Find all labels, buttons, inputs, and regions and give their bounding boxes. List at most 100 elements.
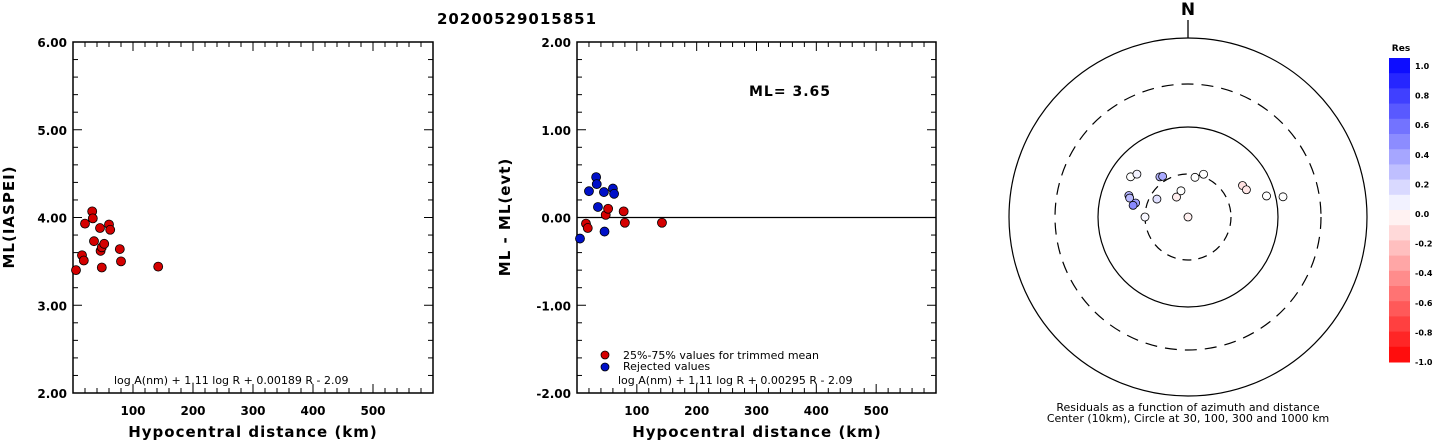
left-data-point [87,213,98,224]
left-data-point [153,261,164,272]
left-data-point [71,265,81,276]
left-data-point [116,256,126,267]
polar-caption-1: Residuals as a function of azimuth and d… [1056,401,1319,414]
rejected-point [609,188,619,199]
polar-caption-2: Center (10km), Circle at 30, 100, 300 an… [1047,412,1329,425]
left-data-point [99,238,110,249]
middle-xtick-label: 100 [624,404,649,418]
ring-1000km [1008,37,1368,397]
middle-ylabel: ML - ML(evt) [496,158,514,276]
colorbar-tick-label: -1.0 [1415,358,1433,367]
left-data-point [78,255,89,266]
used-point [603,203,614,214]
colorbar-cell [1389,73,1410,89]
colorbar-cell [1389,164,1410,181]
north-label: N [1181,0,1195,20]
left-panel: 100 200 300 400 500 2.00 3.00 4.00 5.00 6.00 log … [0,36,434,441]
polar-residual-point [1242,185,1251,195]
middle-ytick-label: -1.00 [536,299,571,313]
colorbar-cell [1389,286,1410,302]
ml-value-text: ML= 3.65 [749,84,831,100]
left-tick-group: 100 200 300 400 500 2.00 3.00 4.00 5.00 6.00 [37,36,433,418]
polar-residual-point [1172,192,1181,202]
middle-xtick-label: 500 [864,404,889,418]
middle-xtick-label: 400 [804,404,829,418]
polar-residual-point [1152,194,1162,204]
ring-300km [1054,83,1322,351]
left-xtick-label: 100 [120,404,145,418]
polar-residual-point [1262,191,1271,201]
polar-residual-point [1190,172,1200,182]
colorbar-cell [1389,118,1410,135]
used-point [582,223,593,233]
used-point [657,217,667,228]
polar-residual-point [1278,192,1288,202]
middle-ytick-label: 2.00 [541,36,571,50]
left-plot-frame [72,41,434,394]
left-data-point [89,236,99,247]
rejected-point [599,187,609,197]
colorbar-cell [1389,88,1410,105]
middle-panel: 100 200 300 400 500 -2.00 -1.00 0.00 1.00 2.00 ML… [496,36,937,441]
polar-residual-point [1199,169,1208,179]
colorbar-cell [1389,134,1410,150]
colorbar-cell [1389,255,1410,272]
middle-ytick-label: 1.00 [541,124,571,138]
polar-panel: N Residuals as a function of azimuth and… [1008,0,1368,425]
colorbar-tick-label: 0.6 [1415,121,1430,130]
colorbar-tick-label: 0.8 [1415,92,1430,101]
colorbar-cell [1389,149,1410,165]
colorbar-cell [1389,103,1410,120]
polar-residual-point [1125,193,1135,203]
left-ytick-label: 3.00 [37,299,67,313]
middle-tick-group: 100 200 300 400 500 -2.00 -1.00 0.00 1.00 2.00 [536,36,936,418]
rejected-point [599,226,610,237]
left-data-point [114,244,125,254]
residual-colorbar: Res 1.0 0.8 0.6 0.4 0.2 0.0 -0.2 -0.4 -0.6 -0.8 -1… [1389,44,1433,367]
used-point [618,206,629,217]
ring-100km [1097,126,1279,308]
polar-residual-point [1128,200,1138,210]
middle-formula: log A(nm) + 1.11 log R + 0.00295 R - 2.0… [618,374,852,387]
middle-xtick-label: 200 [684,404,709,418]
left-xtick-label: 400 [300,404,325,418]
colorbar-tick-label: -0.2 [1415,240,1433,249]
colorbar-cell [1389,58,1410,74]
colorbar-cell [1389,316,1410,333]
left-xtick-label: 200 [180,404,205,418]
left-ytick-label: 6.00 [37,36,67,50]
middle-xtick-label: 300 [744,404,769,418]
figure-title: 20200529015851 [437,10,597,28]
left-points [71,206,164,276]
left-data-point [105,224,116,235]
left-xlabel: Hypocentral distance (km) [128,423,378,441]
rejected-point [584,186,594,197]
rejected-point [593,202,603,212]
colorbar-tick-label: 1.0 [1415,62,1430,71]
left-ytick-label: 5.00 [37,124,67,138]
left-ytick-label: 4.00 [37,212,67,226]
left-formula: log A(nm) + 1.11 log R + 0.00189 R - 2.0… [114,374,348,387]
polar-residual-point [1176,186,1186,196]
legend-rejected-marker [600,362,610,372]
colorbar-tick-label: 0.4 [1415,151,1430,160]
legend-used-label: 25%-75% values for trimmed mean [623,349,819,362]
colorbar-labels: 1.0 0.8 0.6 0.4 0.2 0.0 -0.2 -0.4 -0.6 -0.8 -1.0 [1415,62,1433,367]
middle-points [575,172,667,244]
rejected-point [575,233,585,244]
polar-points [1124,169,1288,222]
colorbar-tick-label: 0.0 [1415,210,1430,219]
colorbar-tick-label: -0.8 [1415,328,1433,337]
polar-residual-point [1183,212,1193,222]
colorbar-cell [1389,331,1410,348]
left-data-point [96,262,107,273]
colorbar-tick-label: 0.2 [1415,180,1429,189]
colorbar-cell [1389,179,1410,196]
colorbar-title: Res [1392,44,1410,54]
colorbar-cell [1389,301,1410,317]
polar-residual-point [1132,169,1142,179]
rejected-point [591,179,602,190]
colorbar-cell [1389,210,1410,226]
colorbar-cell [1389,240,1410,257]
